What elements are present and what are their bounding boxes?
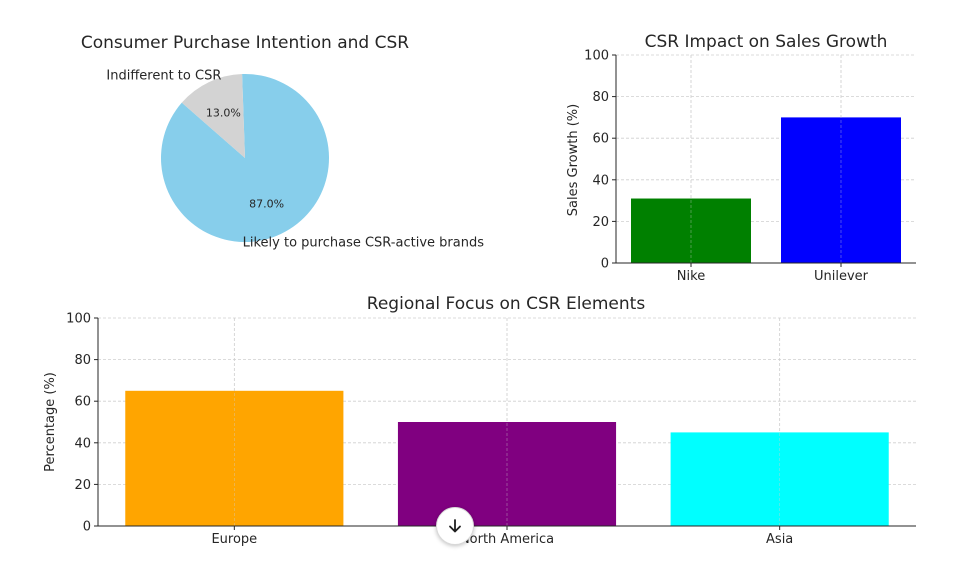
pie-slice-label: Likely to purchase CSR-active brands [243,235,485,250]
pie-title: Consumer Purchase Intention and CSR [81,33,409,53]
regional-x-tick-label: Europe [211,532,257,547]
arrow-down-icon [447,518,463,534]
pie-chart: Consumer Purchase Intention and CSR 87.0… [81,33,484,250]
sales-y-axis-label: Sales Growth (%) [566,104,581,216]
pie-slice-label: Indifferent to CSR [106,69,221,84]
sales-growth-chart: CSR Impact on Sales Growth Sales Growth … [566,32,916,284]
regional-chart-title: Regional Focus on CSR Elements [367,294,646,314]
regional-y-tick-label: 20 [74,478,91,493]
sales-y-tick-label: 80 [592,90,609,105]
sales-y-tick-label: 20 [592,215,609,230]
regional-y-tick-label: 0 [83,520,91,535]
sales-y-tick-label: 0 [601,257,609,272]
pie-slice-likely-to-purchase-csr-active-brands [161,73,329,242]
regional-y-tick-label: 100 [66,312,91,327]
scroll-down-button[interactable] [436,507,474,545]
pie-pct-label: 87.0% [249,198,284,211]
pie-slice-indifferent-to-csr [181,74,245,158]
regional-x-tick-label: North America [460,532,554,547]
regional-y-tick-label: 60 [74,395,91,410]
sales-x-tick-label: Nike [677,269,705,284]
sales-y-tick-label: 60 [592,132,609,147]
regional-x-tick-label: Asia [766,532,793,547]
regional-focus-chart: Regional Focus on CSR Elements Percentag… [43,294,916,547]
sales-x-tick-label: Unilever [814,269,869,284]
sales-y-tick-label: 40 [592,173,609,188]
sales-chart-title: CSR Impact on Sales Growth [645,32,888,52]
regional-y-axis-label: Percentage (%) [43,372,58,472]
pie-pct-label: 13.0% [206,106,241,119]
sales-y-tick-label: 100 [584,49,609,64]
regional-y-tick-label: 80 [74,353,91,368]
regional-y-tick-label: 40 [74,436,91,451]
